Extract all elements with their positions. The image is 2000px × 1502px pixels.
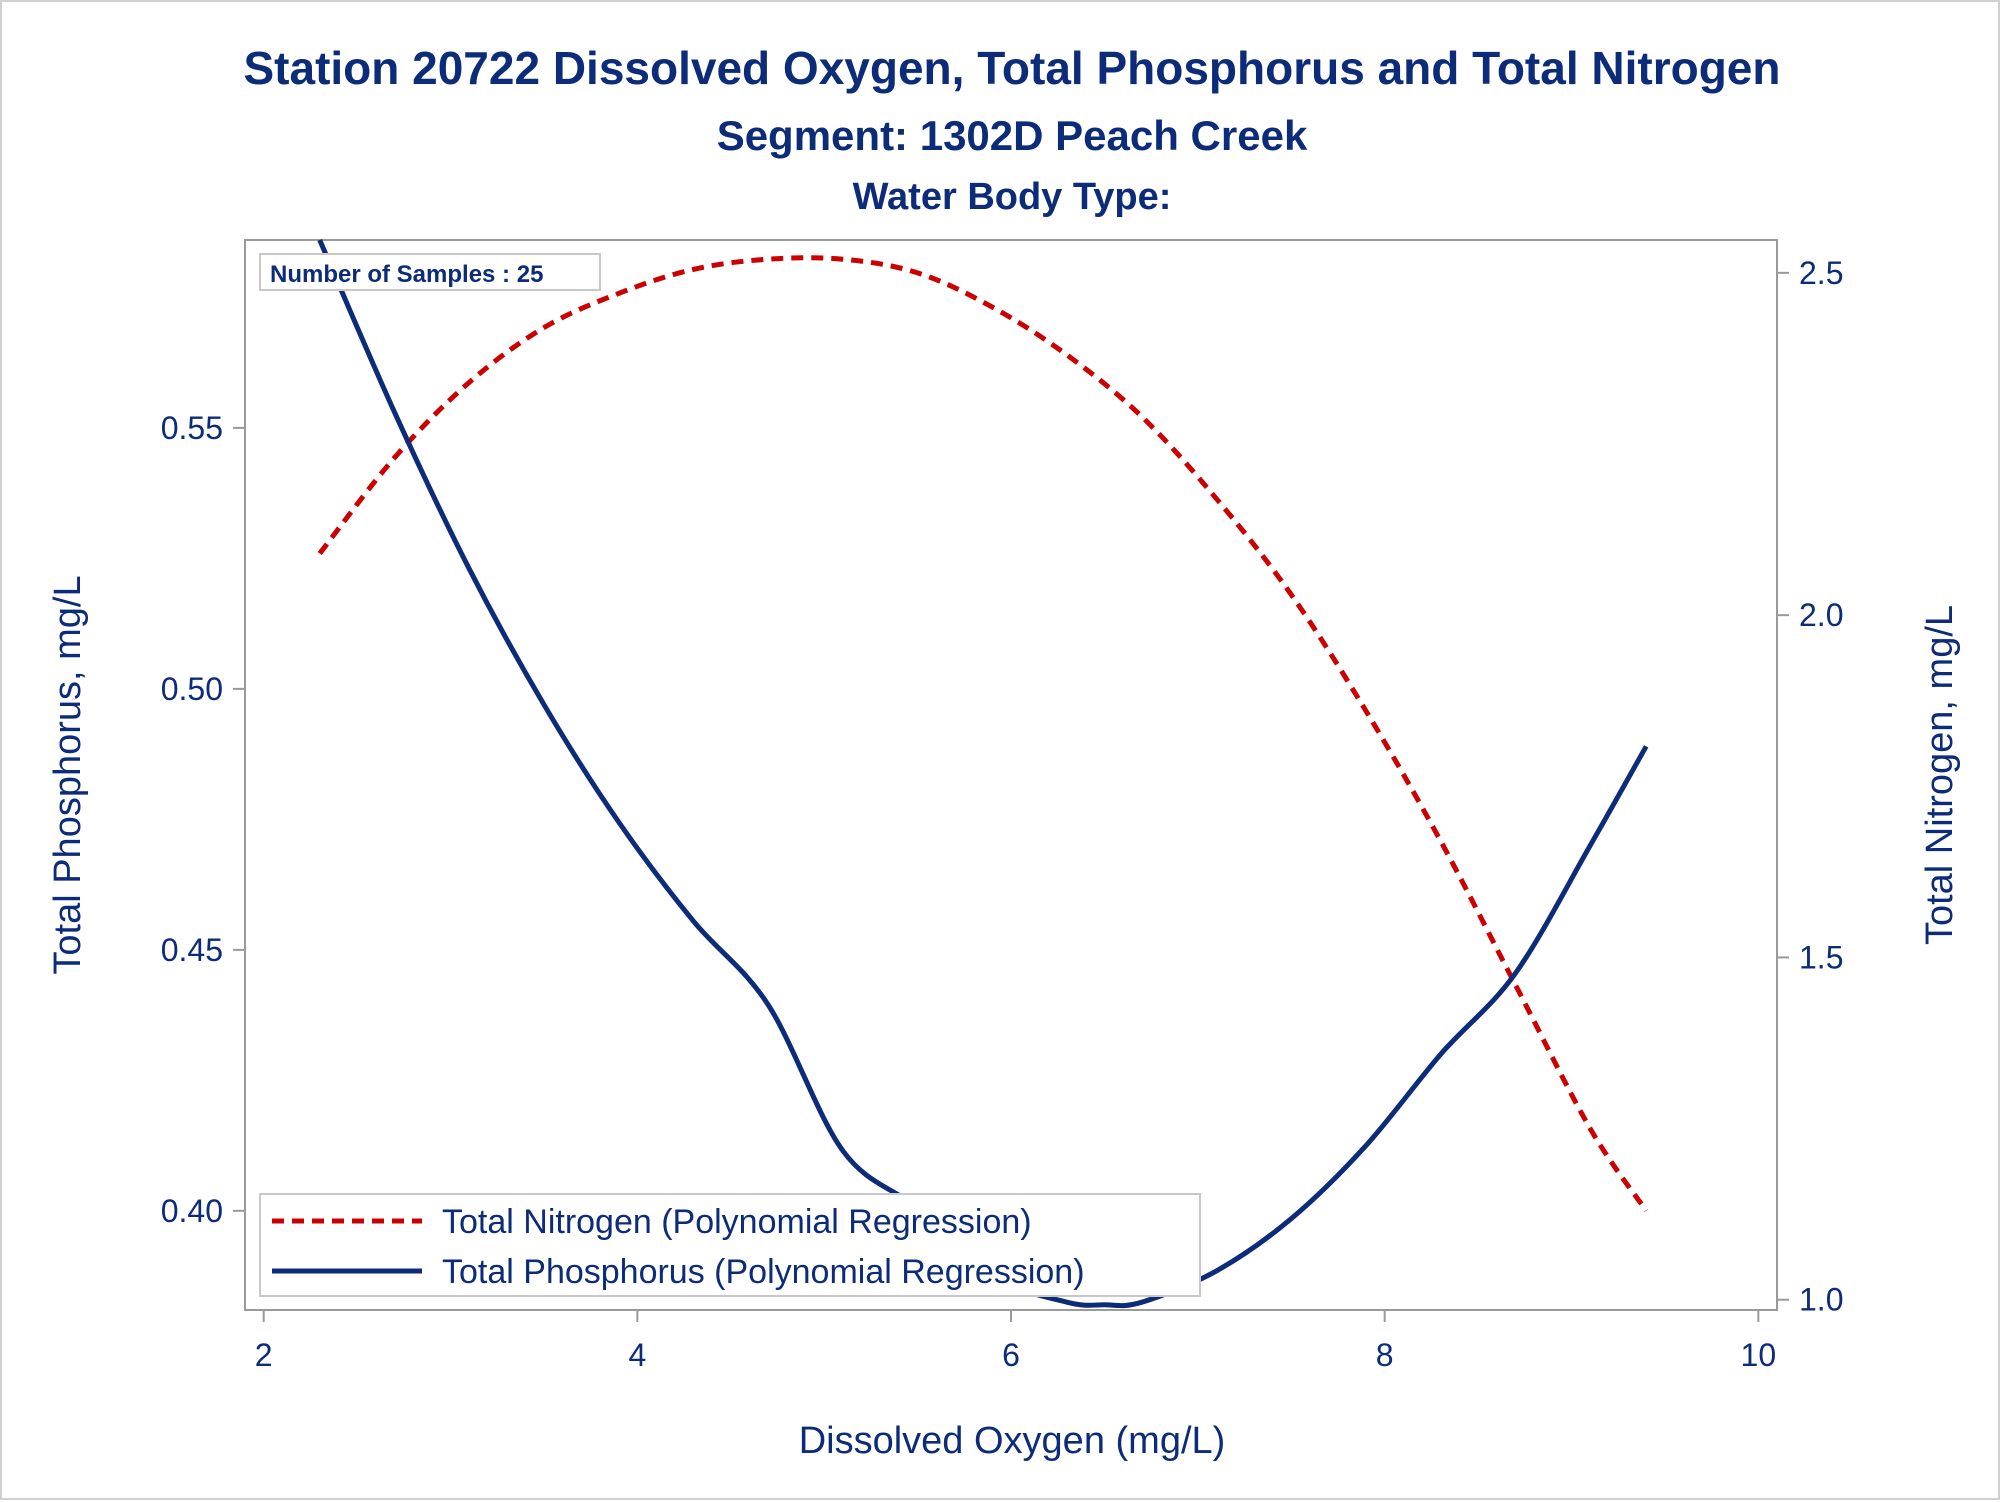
x-tick-label: 6 — [1002, 1337, 1020, 1373]
series-total-phosphorus — [317, 239, 1649, 1309]
legend-border — [259, 1193, 1201, 1297]
sample-count-label: Number of Samples : 25 — [270, 261, 543, 288]
chart-subtitle-water-body: Water Body Type: — [853, 176, 1172, 218]
y2-tick-label: 2.0 — [1799, 597, 1843, 633]
y-tick-label: 0.55 — [161, 410, 223, 446]
y-tick-label: 0.40 — [161, 1193, 223, 1229]
series-layer — [317, 239, 1649, 1309]
y-tick-label: 0.45 — [161, 932, 223, 968]
legend: Total Nitrogen (Polynomial Regression) T… — [259, 1193, 1201, 1297]
x-tick-label: 2 — [255, 1337, 273, 1373]
sample-count-border — [259, 253, 601, 291]
legend-label-total-nitrogen: Total Nitrogen (Polynomial Regression) — [442, 1203, 1032, 1241]
legend-label-total-phosphorus: Total Phosphorus (Polynomial Regression) — [442, 1253, 1085, 1291]
x-axis: 2 4 6 8 10 — [255, 1310, 1776, 1373]
sample-count-box: Number of Samples : 25 — [259, 253, 601, 291]
chart-title: Station 20722 Dissolved Oxygen, Total Ph… — [243, 42, 1780, 94]
y2-tick-label: 2.5 — [1799, 255, 1843, 291]
y-axis-left: 0.40 0.45 0.50 0.55 — [161, 410, 245, 1229]
chart-subtitle: Segment: 1302D Peach Creek — [717, 112, 1308, 159]
x-axis-label: Dissolved Oxygen (mg/L) — [799, 1420, 1226, 1462]
plot-area — [244, 239, 1778, 1311]
y-axis-right: 1.0 1.5 2.0 2.5 — [1777, 255, 1843, 1318]
y2-tick-label: 1.5 — [1799, 939, 1843, 975]
y2-tick-label: 1.0 — [1799, 1282, 1843, 1318]
x-tick-label: 10 — [1741, 1337, 1777, 1373]
y-tick-label: 0.50 — [161, 671, 223, 707]
series-total-nitrogen — [317, 255, 1649, 1213]
x-tick-label: 4 — [628, 1337, 646, 1373]
y-axis-left-label: Total Phosphorus, mg/L — [47, 575, 89, 974]
y-axis-right-label: Total Nitrogen, mg/L — [1919, 605, 1961, 945]
x-tick-label: 8 — [1376, 1337, 1394, 1373]
